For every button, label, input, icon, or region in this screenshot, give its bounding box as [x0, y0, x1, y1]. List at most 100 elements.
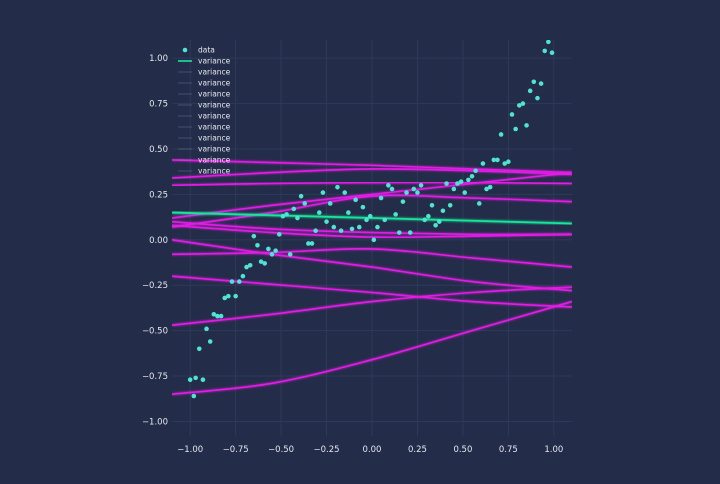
y-tick-label: 0.75 [149, 100, 168, 110]
x-tick-label: 0.25 [408, 445, 427, 455]
data-point [396, 230, 402, 235]
data-point [335, 184, 340, 190]
grid [172, 40, 572, 436]
data-point [404, 190, 409, 195]
legend-item: variance [178, 167, 231, 176]
legend-label: variance [198, 57, 231, 66]
data-point [418, 183, 424, 188]
legend-label: variance [198, 112, 231, 121]
y-tick-label: −0.25 [142, 281, 168, 291]
data-point [382, 217, 388, 223]
data-point [447, 203, 453, 208]
variance-sample-line [172, 239, 572, 292]
data-point [207, 339, 213, 344]
data-point [440, 208, 446, 214]
data-point [273, 248, 278, 254]
data-point [367, 213, 373, 219]
data-point [473, 168, 478, 174]
variance-sample-line [172, 224, 572, 239]
data-point [187, 377, 193, 382]
data-point [455, 181, 460, 186]
data-point [240, 273, 246, 279]
data-point [436, 219, 442, 224]
data-point [466, 177, 471, 183]
x-tick-label: −0.50 [268, 445, 294, 455]
data-point [255, 242, 260, 248]
data-point [386, 183, 391, 188]
data-point [229, 279, 235, 284]
data-point [258, 259, 264, 264]
legend-label: variance [198, 134, 231, 143]
data-point [375, 224, 380, 230]
legend-label: data [198, 46, 215, 55]
data-point [291, 206, 297, 212]
data-point [349, 226, 355, 232]
data-point [236, 279, 242, 284]
data-point [342, 190, 348, 195]
data-point [458, 179, 464, 184]
x-tick-label: 0.75 [499, 445, 518, 455]
legend-item: variance [178, 90, 231, 99]
data-point [287, 252, 293, 257]
data-point [266, 246, 271, 252]
legend-marker [182, 47, 188, 53]
y-tick-label: −0.75 [142, 372, 168, 382]
axes: −1.00 −0.75 −0.50 −0.25 0.00 0.25 0.50 0.75 1.00… [142, 54, 563, 455]
data-point [262, 261, 268, 266]
x-tick-label: −0.25 [314, 445, 340, 455]
data-point [298, 193, 304, 199]
data-point [346, 210, 351, 215]
data-point [320, 190, 326, 195]
data-point [331, 224, 337, 230]
data-point [371, 237, 377, 243]
data-point [506, 159, 511, 165]
data-point [222, 295, 228, 301]
y-tick-label: −1.00 [142, 417, 168, 427]
x-tick-label: −0.75 [223, 445, 249, 455]
data-point [309, 241, 315, 246]
data-point [462, 190, 468, 195]
x-tick-label: −1.00 [177, 445, 203, 455]
data-point [306, 241, 311, 246]
data-point [247, 262, 253, 268]
data-point [244, 264, 249, 270]
data-point [484, 186, 489, 192]
legend-item: variance [178, 79, 231, 88]
data-point [476, 201, 482, 206]
data-point [407, 230, 413, 235]
data-point [353, 197, 358, 203]
data-point [516, 103, 522, 108]
variance-sample-line [172, 286, 572, 326]
data-point [524, 123, 529, 128]
data-point [422, 217, 428, 223]
data-point [215, 313, 220, 319]
y-tick-label: 0.25 [149, 190, 168, 200]
data-point [218, 313, 224, 319]
data-point [295, 215, 300, 221]
data-point [513, 126, 518, 132]
variance-sample-line [172, 159, 572, 174]
data-point [520, 101, 526, 106]
data-point [491, 157, 497, 163]
legend-label: variance [198, 68, 231, 77]
legend-label: variance [198, 123, 231, 132]
mean-line [172, 211, 572, 225]
data-point [531, 79, 537, 85]
legend-item: variance [178, 112, 231, 121]
legend-label: variance [198, 167, 231, 176]
legend-item: data [182, 46, 215, 55]
variance-sample-line [172, 171, 572, 219]
data-point [226, 293, 231, 299]
data-point [269, 252, 275, 257]
variance-sample-line [172, 300, 572, 396]
data-point [538, 81, 544, 86]
data-point [191, 393, 197, 399]
data-point [415, 190, 420, 195]
variance-sample-line [172, 168, 572, 179]
y-tick-label: 1.00 [149, 54, 168, 64]
data-point [546, 40, 551, 45]
legend-item: variance [178, 145, 231, 154]
series-lines [172, 159, 572, 396]
data-point [393, 212, 398, 217]
